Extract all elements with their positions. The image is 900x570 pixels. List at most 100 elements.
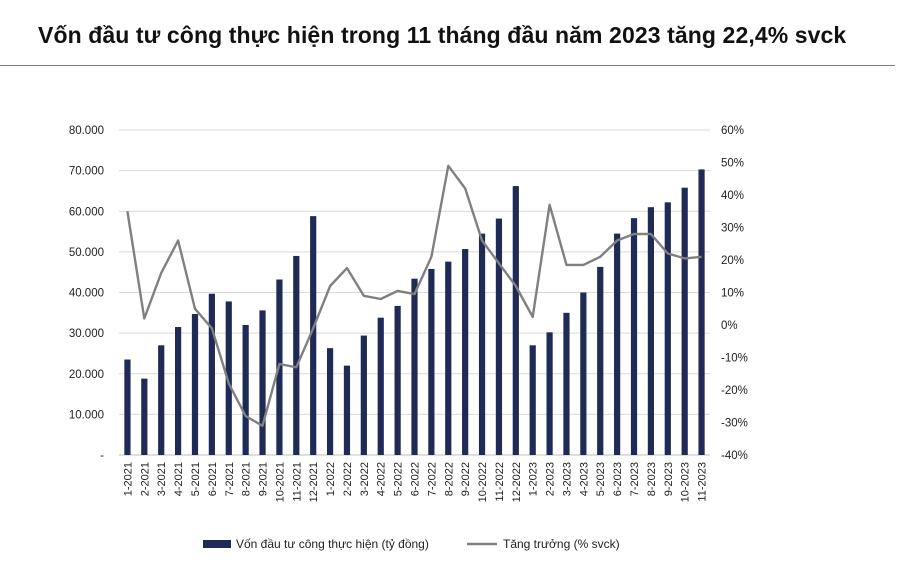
bar <box>698 169 705 455</box>
x-axis-tick-label: 6-2023 <box>612 462 624 496</box>
bar <box>377 317 384 455</box>
left-axis-tick-label: 70.000 <box>69 166 104 178</box>
right-axis-tick-label: 40% <box>721 190 744 202</box>
x-axis-tick-label: 6-2022 <box>410 462 422 496</box>
x-axis-tick-label: 1-2022 <box>325 462 337 496</box>
x-axis-tick-label: 6-2021 <box>207 462 219 496</box>
x-axis-tick-label: 11-2023 <box>697 462 709 502</box>
left-axis-tick-label: 40.000 <box>69 288 104 300</box>
bar <box>647 207 654 455</box>
bar <box>310 216 317 455</box>
left-axis-tick-label: 20.000 <box>69 369 104 381</box>
bar <box>445 261 452 455</box>
line-series <box>126 164 702 427</box>
x-axis-tick-label: 1-2021 <box>122 462 134 496</box>
x-axis-tick-label: 7-2022 <box>426 462 438 496</box>
x-axis-tick-label: 4-2022 <box>376 462 388 496</box>
x-axis-tick-label: 2-2023 <box>545 462 557 496</box>
left-axis-ticks: - 10.000 20.000 30.000 40.000 50.000 60.000 70.… <box>69 125 104 462</box>
x-axis-tick-label: 10-2022 <box>477 462 489 502</box>
x-axis-tick-label: 9-2023 <box>663 462 675 496</box>
x-axis-tick-label: 8-2022 <box>443 462 455 496</box>
bar <box>124 359 131 455</box>
x-axis-tick-label: 11-2022 <box>494 462 506 502</box>
right-axis-tick-label: 10% <box>721 288 744 300</box>
right-axis-tick-label: 20% <box>721 255 744 267</box>
bar <box>175 327 182 455</box>
x-axis-tick-label: 11-2021 <box>291 462 303 502</box>
left-axis-tick-label: 30.000 <box>69 328 104 340</box>
bar <box>208 293 215 455</box>
bar <box>580 292 587 455</box>
bar <box>360 335 367 455</box>
x-axis-tick-label: 10-2023 <box>680 462 692 502</box>
x-axis-tick-label: 2-2022 <box>342 462 354 496</box>
x-axis-tick-label: 8-2021 <box>241 462 253 496</box>
x-axis-tick-label: 5-2021 <box>190 462 202 496</box>
x-axis-tick-label: 12-2021 <box>308 462 320 502</box>
bar <box>343 365 351 455</box>
x-axis-tick-label: 12-2022 <box>511 462 523 502</box>
bar <box>191 314 199 455</box>
left-axis-tick-label: 50.000 <box>69 247 104 259</box>
x-axis-tick-label: 9-2021 <box>258 462 270 496</box>
title-divider <box>0 65 895 66</box>
x-axis-tick-label: 7-2021 <box>224 462 236 496</box>
bar <box>158 345 165 455</box>
bar <box>681 187 688 455</box>
right-axis-tick-label: -40% <box>721 450 748 462</box>
bar <box>326 348 334 455</box>
bar <box>478 233 486 455</box>
bar <box>225 301 232 455</box>
right-axis-tick-label: 30% <box>721 223 744 235</box>
bar <box>529 345 536 455</box>
legend-label-bar: Vốn đầu tư công thực hiện (tỷ đồng) <box>236 537 429 551</box>
right-axis-tick-label: 50% <box>721 158 744 170</box>
page-title: Vốn đầu tư công thực hiện trong 11 tháng… <box>38 22 847 48</box>
bar <box>293 255 300 455</box>
legend-label-line: Tăng trưởng (% svck) <box>503 537 620 551</box>
bar <box>462 249 469 455</box>
x-axis-ticks: 1-2021 2-2021 3-2021 4-2021 5-2021 6-2021 7-20… <box>122 462 708 502</box>
bar <box>141 378 148 455</box>
right-axis-tick-label: -10% <box>721 353 748 365</box>
right-axis-tick-label: -20% <box>721 385 748 397</box>
x-axis-tick-label: 9-2022 <box>460 462 472 496</box>
bar <box>597 266 604 455</box>
x-axis-tick-label: 5-2023 <box>595 462 607 496</box>
bar <box>495 218 503 455</box>
bar <box>664 202 671 455</box>
left-axis-tick-label: 60.000 <box>69 206 104 218</box>
right-axis-tick-label: 60% <box>721 125 744 137</box>
x-axis-tick-label: 4-2023 <box>578 462 590 496</box>
x-axis-tick-label: 2-2021 <box>139 462 151 496</box>
x-axis-tick-label: 8-2023 <box>646 462 658 496</box>
x-axis-tick-label: 5-2022 <box>393 462 405 496</box>
x-axis-tick-label: 7-2023 <box>629 462 641 496</box>
x-axis-tick-label: 1-2023 <box>528 462 540 496</box>
bar <box>614 233 621 455</box>
right-axis-tick-label: 0% <box>721 320 738 332</box>
left-axis-tick-label: 10.000 <box>69 409 104 421</box>
gridlines <box>119 129 710 456</box>
bar <box>394 305 401 455</box>
bar <box>512 186 519 455</box>
growth-line <box>126 164 702 427</box>
right-axis-ticks: -40% -30% -20% -10% 0% 10% 20% 30% 40% 50% 60% <box>721 125 748 462</box>
legend-swatch-bar <box>203 540 231 548</box>
left-axis-tick-label: - <box>100 450 104 462</box>
x-axis-tick-label: 3-2022 <box>359 462 371 496</box>
bar <box>546 332 553 455</box>
bar <box>630 218 638 455</box>
left-axis-tick-label: 80.000 <box>69 125 104 137</box>
x-axis-tick-label: 4-2021 <box>173 462 185 496</box>
x-axis-tick-label: 3-2021 <box>156 462 168 496</box>
bar <box>428 268 435 455</box>
bar <box>411 278 418 455</box>
bar <box>259 310 266 455</box>
legend: Vốn đầu tư công thực hiện (tỷ đồng) Tăng… <box>203 537 620 551</box>
bar <box>563 312 570 455</box>
bar-series <box>124 169 705 455</box>
x-axis-tick-label: 10-2021 <box>274 462 286 502</box>
